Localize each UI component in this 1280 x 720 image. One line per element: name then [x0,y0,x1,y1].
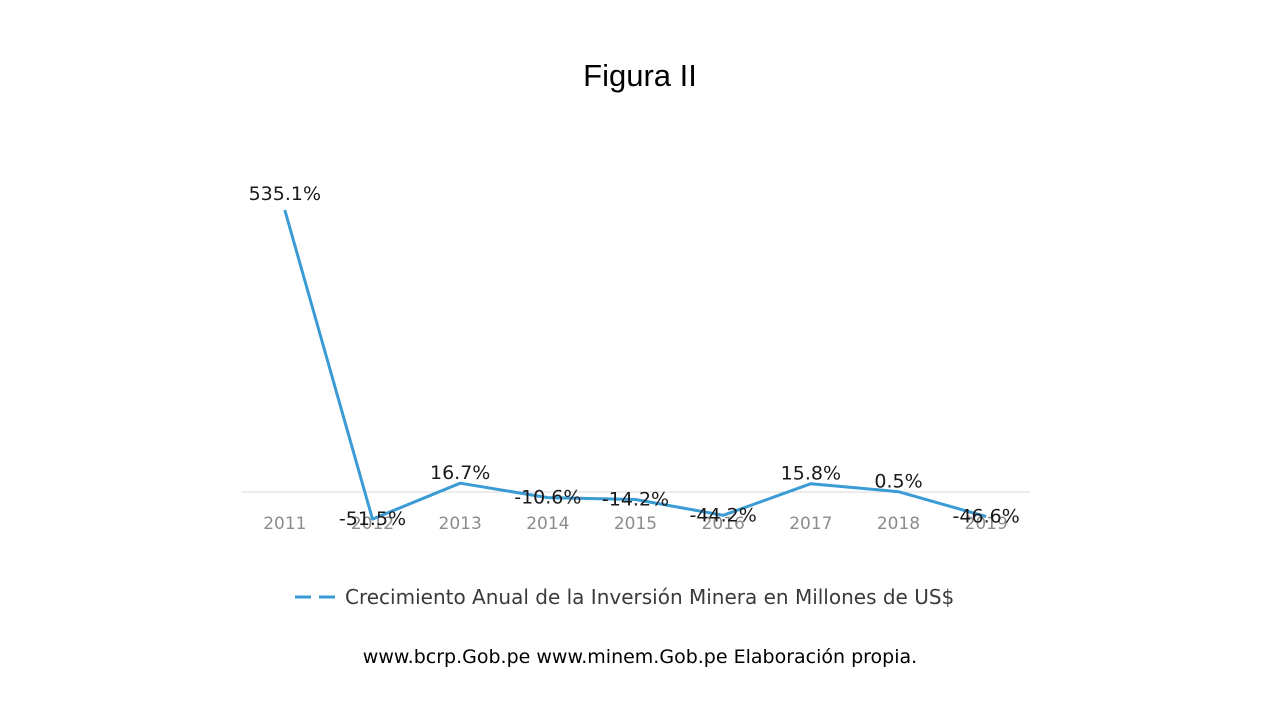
data-label: 15.8% [781,463,841,485]
data-label: -10.6% [514,487,581,509]
chart-title: Figura II [583,58,697,93]
x-tick-label: 2011 [263,514,306,534]
x-axis-ticks: 2011 2012 2013 2014 2015 2016 2017 2018 2019 [263,514,1008,534]
x-tick-label: 2012 [351,514,394,534]
x-tick-label: 2014 [526,514,569,534]
x-tick-label: 2018 [877,514,920,534]
data-label: 16.7% [430,462,490,484]
data-label: 0.5% [874,471,922,493]
data-label: -44.2% [690,504,757,526]
x-tick-label: 2013 [439,514,482,534]
x-tick-label: 2017 [789,514,832,534]
series-line [283,209,987,521]
data-label: -46.6% [953,506,1020,528]
data-label: 535.1% [249,183,321,205]
data-labels: 535.1% -51.5% 16.7% -10.6% -14.2% -44.2% 15.8%… [249,183,1020,530]
legend-label: Crecimiento Anual de la Inversión Minera… [345,585,955,609]
data-label: -14.2% [602,488,669,510]
source-note: www.bcrp.Gob.pe www.minem.Gob.pe Elabora… [362,646,918,668]
x-tick-label: 2019 [965,514,1008,534]
x-tick-label: 2016 [702,514,745,534]
legend-swatch [295,595,337,599]
data-label: -51.5% [339,508,406,530]
legend: Crecimiento Anual de la Inversión Minera… [293,583,954,611]
x-tick-label: 2015 [614,514,657,534]
